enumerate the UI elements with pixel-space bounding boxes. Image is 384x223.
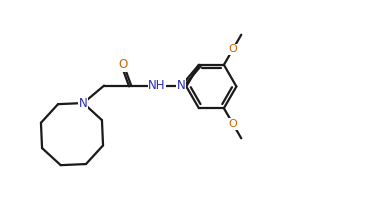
Text: NH: NH [148,79,166,92]
Text: O: O [228,44,237,54]
Text: O: O [119,58,128,71]
Text: O: O [228,119,237,129]
Text: N: N [79,97,88,109]
Text: N: N [177,79,186,92]
